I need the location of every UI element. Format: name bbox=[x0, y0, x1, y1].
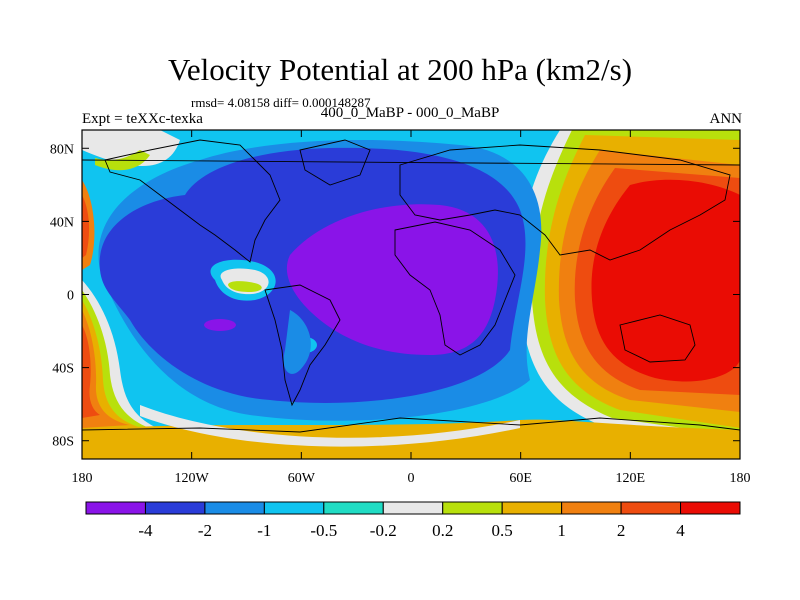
colorbar-label: -2 bbox=[198, 521, 212, 540]
season-label: ANN bbox=[709, 111, 743, 127]
colorbar-label: -1 bbox=[257, 521, 271, 540]
contour-blob-pacific bbox=[204, 319, 236, 331]
stats-text: rmsd= 4.08158 diff= 0.000148287 bbox=[191, 95, 371, 110]
contour-field bbox=[82, 130, 740, 459]
contour-west-4 bbox=[82, 325, 100, 418]
experiment-label: Expt = teXXc-texka bbox=[82, 111, 203, 127]
coast-north-america bbox=[104, 139, 281, 263]
coast-africa bbox=[394, 221, 516, 356]
contour-west-2 bbox=[82, 310, 130, 428]
colorbar-swatch bbox=[561, 501, 622, 515]
x-tick-label: 120W bbox=[175, 471, 210, 486]
coast-antarctica bbox=[82, 417, 740, 433]
coast-south-america bbox=[264, 284, 341, 407]
colorbar-swatch bbox=[442, 501, 503, 515]
contour-south-white bbox=[140, 405, 520, 447]
coast-eurasia bbox=[399, 144, 731, 261]
colorbar-label: 1 bbox=[557, 521, 566, 540]
colorbar-label: -4 bbox=[138, 521, 153, 540]
axes: 180 120W 60W 0 60E 120E 180 80N 40N 0 40S 80S bbox=[50, 130, 751, 486]
colorbar-label: 0.5 bbox=[492, 521, 513, 540]
colorbar-label: -0.5 bbox=[310, 521, 337, 540]
colorbar-swatch bbox=[680, 501, 741, 515]
x-tick-label: 180 bbox=[730, 471, 751, 486]
x-tick-label: 120E bbox=[616, 471, 646, 486]
contour-negative-4 bbox=[286, 204, 498, 355]
contour-north-white bbox=[82, 130, 180, 167]
x-tick-label: 60E bbox=[509, 471, 532, 486]
colorbar-swatch bbox=[382, 501, 444, 515]
colorbar-label: 4 bbox=[676, 521, 685, 540]
coast-arctic-line bbox=[82, 159, 740, 166]
coastlines bbox=[82, 139, 740, 433]
contour-positive-max bbox=[591, 179, 740, 382]
contour-hook-inner bbox=[228, 281, 262, 292]
coast-australia bbox=[619, 314, 696, 363]
colorbar-label: 0.2 bbox=[432, 521, 453, 540]
y-tick-label: 80N bbox=[50, 142, 74, 157]
contour-west-1 bbox=[82, 300, 160, 434]
comparison-label: 400_0_MaBP - 000_0_MaBP bbox=[320, 105, 500, 121]
colorbar-swatch bbox=[323, 501, 384, 515]
colorbar-swatch bbox=[263, 501, 325, 515]
x-tick-label: 60W bbox=[288, 471, 316, 486]
colorbar-label: 2 bbox=[617, 521, 626, 540]
chart-title: Velocity Potential at 200 hPa (km2/s) bbox=[167, 52, 633, 87]
y-tick-label: 80S bbox=[52, 435, 74, 450]
colorbar-swatch bbox=[144, 501, 206, 515]
colorbar-label: -0.2 bbox=[370, 521, 397, 540]
contour-west-nh-in bbox=[82, 195, 90, 258]
colorbar: -4 -2 -1 -0.5 -0.2 0.2 0.5 1 2 4 bbox=[85, 501, 741, 540]
x-tick-label: 180 bbox=[72, 471, 93, 486]
colorbar-swatch bbox=[501, 501, 563, 515]
y-tick-label: 40N bbox=[50, 215, 74, 230]
colorbar-swatch bbox=[620, 501, 682, 515]
y-tick-label: 40S bbox=[52, 362, 74, 377]
coast-greenland bbox=[299, 139, 371, 186]
y-tick-label: 0 bbox=[67, 289, 74, 304]
contour-southam-arm bbox=[283, 310, 311, 374]
x-tick-label: 0 bbox=[408, 471, 415, 486]
colorbar-swatch bbox=[85, 501, 146, 515]
colorbar-swatch bbox=[204, 501, 265, 515]
